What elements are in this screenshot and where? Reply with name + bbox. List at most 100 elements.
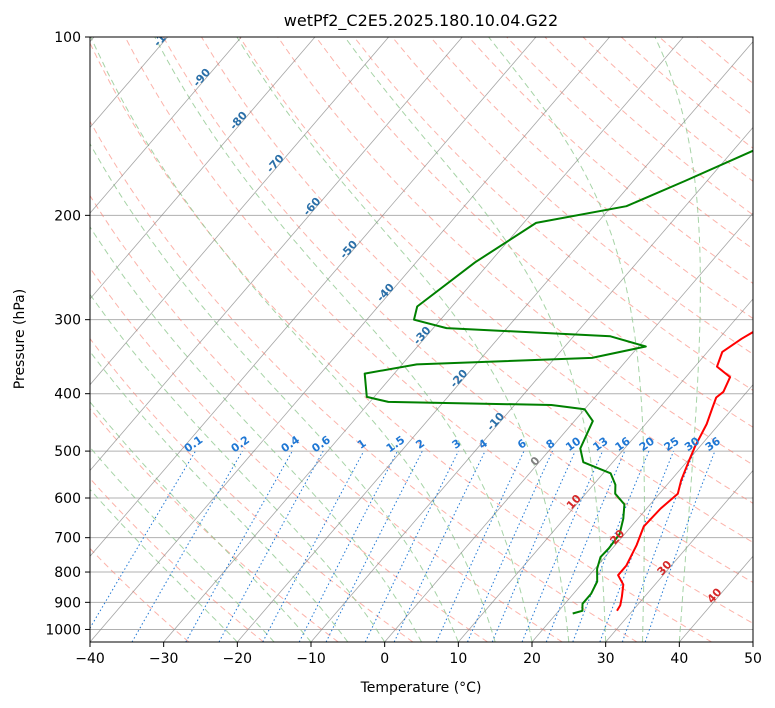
dry-adiabat [239,37,753,504]
mixing-ratio-line [621,450,695,642]
dry-adiabat [90,407,339,642]
isotherm-label: -90 [190,66,213,90]
isotherm-label: -10 [484,410,507,434]
isotherm [90,37,242,214]
dry-adiabat [430,37,753,320]
moist-adiabat [90,37,496,642]
x-axis: −40 −30 −20 −10 0 10 20 30 40 50 [75,642,762,667]
mixing-ratio-line [521,450,604,642]
moist-adiabat [90,226,422,642]
dry-adiabat [353,37,753,391]
mixing-ratio-line [393,450,486,642]
dry-adiabat [90,120,638,642]
x-tick-label: −40 [75,651,105,667]
x-axis-title: Temperature (°C) [360,680,482,696]
y-tick-label: 800 [54,565,81,581]
mixing-ratio-line [644,450,716,642]
dry-adiabat [90,42,712,642]
mixing-ratio-line [572,450,650,642]
isotherm [90,37,316,300]
isotherm [163,37,684,642]
dry-adiabat [90,337,414,642]
isotherm-label: -40 [374,281,397,305]
dry-adiabat [277,37,753,466]
moist-adiabat [154,37,533,642]
x-tick-label: −10 [296,651,326,667]
isotherm [384,212,753,642]
y-tick-label: 400 [54,387,81,403]
y-tick-label: 900 [54,595,81,611]
isotherm [90,37,389,386]
dry-adiabat [90,547,190,642]
isotherm [90,37,610,642]
moist-adiabat [90,293,386,642]
dewpoint-profile [363,149,753,615]
temperature-profile [616,330,753,612]
moist-adiabat [90,350,349,642]
dry-adiabat [162,37,753,584]
mixing-ratio-label: 0.1 [182,433,205,455]
x-tick-label: 0 [380,651,389,667]
mixing-ratio-line [325,450,423,642]
dry-adiabat [506,37,753,250]
moist-adiabat [90,488,238,642]
mixing-ratio-line [545,450,626,642]
mixing-ratio-label: 2 [413,437,427,452]
isotherm [605,469,753,642]
dry-adiabat [90,194,563,642]
y-axis-title: Pressure (hPa) [12,289,28,389]
y-tick-label: 500 [54,444,81,460]
isotherm-label: -100 [151,20,179,49]
mixing-ratio-line [467,450,553,642]
isotherm [310,126,753,642]
moist-adiabat [90,401,312,642]
isotherm-label: 0 [528,454,543,469]
mixing-ratio-line [364,450,459,642]
moist-adiabat [654,37,701,642]
x-tick-label: 30 [597,651,615,667]
mixing-ratio-line [298,450,398,642]
y-tick-label: 200 [54,208,81,224]
x-tick-label: 20 [523,651,541,667]
mixing-ratio-label: 4 [476,437,490,452]
y-tick-label: 700 [54,531,81,547]
y-tick-label: 300 [54,313,81,329]
dry-adiabat [90,477,264,642]
dry-adiabat [90,267,488,642]
y-axis: 100 200 300 400 500 600 700 800 900 1000 [45,30,90,638]
x-tick-label: 10 [449,651,467,667]
x-tick-label: 50 [744,651,762,667]
x-tick-label: 40 [670,651,688,667]
dry-adiabat [391,37,753,355]
y-tick-label: 100 [54,30,81,46]
mixing-ratio-line [218,450,324,642]
mixing-ratio-label: 1.5 [384,433,407,455]
dry-adiabat [315,37,753,428]
mixing-ratio-label: 0.6 [309,433,333,455]
mixing-ratio-label: 3 [450,437,464,452]
dry-adiabat [697,37,753,84]
mixing-ratio-line [491,450,576,642]
isotherm [90,37,463,472]
moist-adiabat [90,142,459,642]
isotherm-label: -20 [447,367,470,391]
moist-adiabat [236,37,570,642]
isotherm [458,298,753,642]
background-lines [90,37,753,642]
y-tick-label: 600 [54,491,81,507]
isotherm-label: -30 [411,324,434,348]
mixing-ratio-line [131,450,243,642]
mixing-ratio-label: 0.4 [279,433,303,455]
isotherm-label: -50 [337,238,360,262]
dry-adiabat [124,37,753,624]
mixing-ratio-line [262,450,365,642]
profile-lines [363,149,753,615]
moist-adiabat [488,37,645,642]
isotherm [90,37,537,557]
isotherm [752,641,753,642]
moist-adiabat [344,37,607,642]
chart-title: wetPf2_C2E5.2025.180.10.04.G22 [284,11,558,31]
moist-adiabat [90,446,275,642]
plot-frame [89,36,754,643]
